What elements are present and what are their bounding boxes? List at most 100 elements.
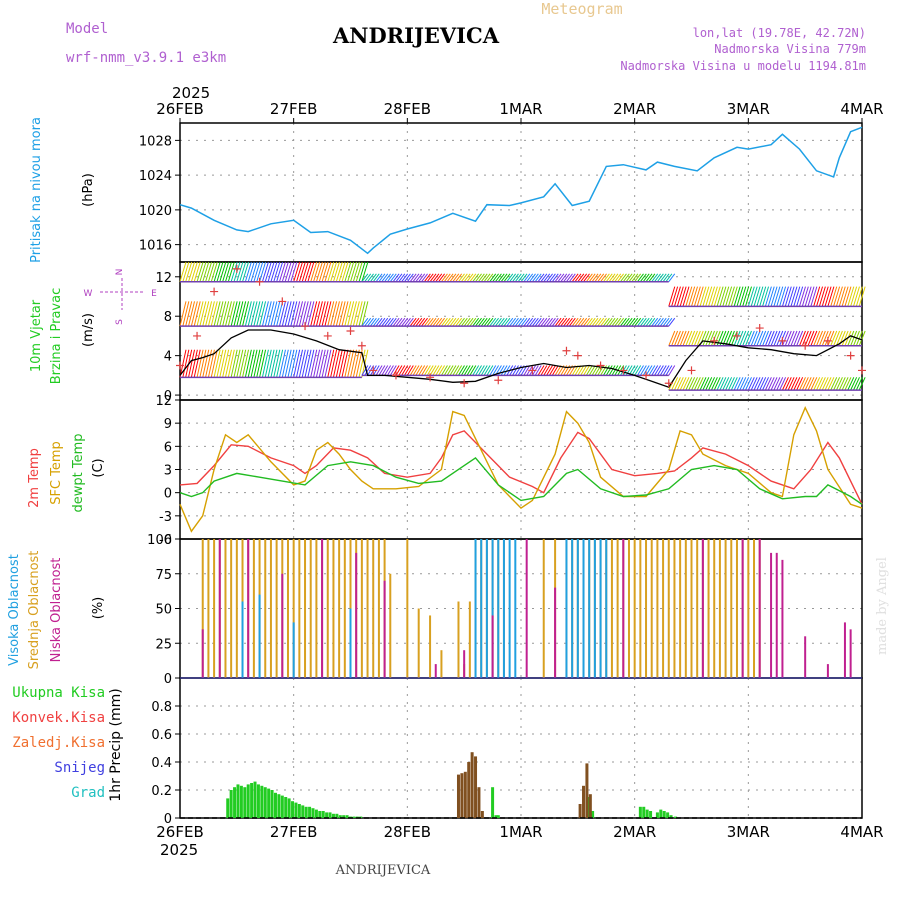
wind-barb bbox=[492, 365, 500, 376]
wind-barb bbox=[725, 286, 733, 307]
wind-barb bbox=[293, 261, 301, 282]
precip-legend-item: Konvek.Kisa bbox=[12, 710, 105, 726]
wind-barb bbox=[591, 273, 599, 283]
wind-barb bbox=[807, 286, 815, 307]
wind-axis-title-2: Brzina i Pravac bbox=[49, 288, 64, 385]
precip-legend-item: Snijeg bbox=[54, 760, 105, 776]
wind-barb bbox=[531, 273, 539, 283]
wind-barb bbox=[716, 377, 724, 391]
wind-barb bbox=[432, 365, 440, 376]
wind-barb bbox=[759, 330, 767, 346]
wind-barb bbox=[804, 286, 812, 307]
wind-barb bbox=[608, 317, 616, 327]
wind-barb bbox=[594, 317, 602, 327]
wind-barb bbox=[597, 317, 605, 327]
wind-barb bbox=[477, 317, 485, 327]
wind-barb bbox=[796, 330, 804, 346]
x-tick-label-bottom: 2MAR bbox=[613, 823, 656, 841]
wind-barb bbox=[449, 273, 457, 283]
wind-barb bbox=[651, 365, 659, 376]
wind-barb bbox=[835, 286, 843, 307]
y-tick-label: 1024 bbox=[139, 169, 172, 184]
wind-barb bbox=[816, 377, 823, 391]
wind-gust-marker bbox=[664, 379, 673, 388]
wind-barb bbox=[330, 349, 338, 378]
footer-title: ANDRIJEVICA bbox=[335, 863, 431, 878]
y-tick-label: 1020 bbox=[139, 204, 172, 219]
wind-barb bbox=[781, 286, 789, 307]
wind-barb bbox=[210, 349, 218, 378]
wind-barb bbox=[412, 365, 420, 376]
wind-barb bbox=[432, 317, 440, 327]
precip-legend-item: Grad bbox=[71, 785, 105, 801]
precip-total-bar bbox=[260, 785, 264, 818]
wind-barb bbox=[668, 273, 676, 283]
wind-barb bbox=[543, 317, 551, 327]
wind-gust-marker bbox=[710, 336, 719, 345]
wind-barb bbox=[631, 317, 639, 327]
y-tick-label: 0.8 bbox=[151, 700, 172, 715]
wind-barb bbox=[585, 365, 593, 376]
wind-barb bbox=[404, 317, 411, 327]
wind-barb bbox=[412, 317, 420, 327]
wind-barb bbox=[847, 377, 855, 391]
wind-barb bbox=[657, 317, 664, 327]
wind-barb bbox=[668, 365, 676, 376]
wind-barb bbox=[489, 273, 497, 283]
precip-conv-bar bbox=[467, 762, 471, 818]
wind-barb bbox=[580, 365, 588, 376]
wind-barb bbox=[608, 273, 616, 283]
wind-barb bbox=[224, 301, 232, 327]
wind-barb bbox=[503, 273, 511, 283]
wind-barb bbox=[804, 330, 812, 346]
wind-barb bbox=[315, 349, 323, 378]
wind-barb bbox=[190, 301, 198, 327]
wind-barb bbox=[284, 301, 292, 327]
y-tick-label: 0 bbox=[164, 389, 172, 404]
y-tick-label: 0.2 bbox=[151, 784, 172, 799]
wind-barb bbox=[242, 261, 249, 282]
x-tick-label-top: 4MAR bbox=[840, 100, 883, 118]
wind-barb bbox=[654, 317, 661, 327]
wind-barb bbox=[603, 317, 610, 327]
model-value: wrf-nmm_v3.9.1 e3km bbox=[66, 50, 226, 66]
wind-barb bbox=[614, 317, 622, 327]
wind-barb bbox=[395, 365, 403, 376]
wind-barb bbox=[807, 377, 815, 391]
precip-total-bar bbox=[256, 784, 260, 818]
wind-barb bbox=[435, 365, 443, 376]
wind-barb bbox=[583, 365, 590, 376]
wind-barb bbox=[324, 349, 332, 378]
wind-barb bbox=[509, 317, 517, 327]
wind-gust-marker bbox=[562, 346, 571, 355]
wind-barb bbox=[332, 261, 340, 282]
wind-barb bbox=[296, 349, 303, 378]
wind-barb bbox=[776, 377, 784, 391]
wind-barb bbox=[688, 330, 696, 346]
wind-barb bbox=[361, 365, 369, 376]
wind-barb bbox=[304, 349, 312, 378]
wind-barb bbox=[480, 273, 488, 283]
wind-barb bbox=[702, 330, 710, 346]
wind-barb bbox=[713, 330, 721, 346]
y-tick-label: 0.4 bbox=[151, 756, 172, 771]
wind-barb bbox=[799, 377, 806, 391]
wind-barb bbox=[801, 330, 809, 346]
wind-barb bbox=[500, 317, 508, 327]
wind-barb bbox=[540, 365, 548, 376]
wind-barb bbox=[682, 330, 690, 346]
wind-barb bbox=[534, 273, 542, 283]
precip-total-bar bbox=[331, 813, 335, 818]
wind-barb bbox=[671, 377, 679, 391]
wind-barb bbox=[534, 317, 542, 327]
wind-barb bbox=[529, 317, 536, 327]
wind-barb bbox=[577, 273, 585, 283]
wind-axis-title-1: 10m Vjetar bbox=[29, 299, 44, 372]
y-tick-label: 0 bbox=[164, 487, 172, 502]
wind-barb bbox=[793, 286, 801, 307]
wind-barb bbox=[577, 365, 585, 376]
wind-barb bbox=[276, 349, 284, 378]
wind-barb bbox=[804, 377, 812, 391]
wind-barb bbox=[273, 349, 281, 378]
